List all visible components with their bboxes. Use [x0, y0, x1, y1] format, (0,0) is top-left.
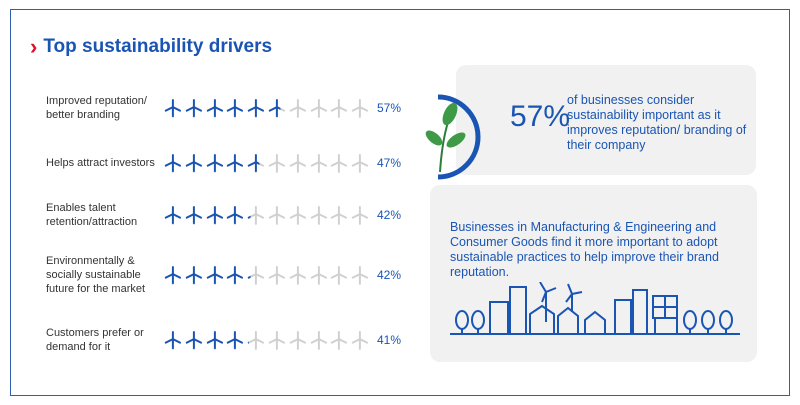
wind-turbine-icon: [227, 206, 244, 225]
chart-row: Enables talent retention/attraction 42%: [46, 193, 416, 237]
progress-arc-with-leaf-icon: [425, 94, 481, 180]
wind-turbine-icon: [247, 331, 265, 350]
wind-turbine-icon: [164, 266, 181, 285]
wind-turbine-icon: [331, 266, 348, 285]
wind-turbine-icon: [310, 206, 327, 225]
wind-turbine-icon: [164, 331, 181, 350]
wind-turbine-icon: [268, 154, 285, 173]
wind-turbine-icon: [164, 154, 181, 173]
wind-turbine-icon: [310, 99, 327, 118]
wind-turbine-icon: [268, 99, 285, 118]
category-label: Environmentally & socially sustainable f…: [46, 255, 146, 295]
highlight-text: of businesses consider sustainability im…: [567, 93, 747, 152]
wind-turbine-icon: [164, 99, 181, 118]
wind-turbine-icon: [206, 154, 223, 173]
insight-text: Businesses in Manufacturing & Engineerin…: [450, 220, 719, 279]
wind-turbine-icon: [206, 266, 223, 285]
category-label: Enables talent retention/attraction: [46, 202, 138, 228]
wind-turbine-icon: [289, 266, 306, 285]
wind-turbine-icon: [310, 266, 327, 285]
wind-turbine-icon: [289, 99, 306, 118]
highlight-value: 57%: [510, 100, 571, 133]
title-text: Top sustainability drivers: [43, 36, 273, 57]
wind-turbine-icon: [289, 206, 306, 225]
wind-turbine-icon: [185, 154, 202, 173]
page-title: › Top sustainability drivers: [30, 34, 272, 60]
category-label: Helps attract investors: [46, 157, 155, 169]
wind-turbine-icon: [289, 331, 306, 350]
wind-turbine-icon: [247, 99, 265, 118]
value-label: 57%: [377, 101, 402, 115]
wind-turbine-icon: [227, 266, 244, 285]
value-label: 41%: [377, 333, 402, 347]
wind-turbine-icon: [185, 206, 202, 225]
wind-turbine-icon: [206, 99, 223, 118]
wind-turbine-icon: [227, 154, 244, 173]
wind-turbine-icon: [268, 206, 285, 225]
chart-row: Environmentally & socially sustainable f…: [46, 253, 416, 297]
wind-turbine-icon: [268, 331, 285, 350]
wind-turbine-icon: [351, 99, 369, 118]
highlight-card: [456, 65, 756, 175]
chart-row: Improved reputation/ better branding 57%: [46, 86, 416, 130]
wind-turbine-icon: [247, 266, 265, 285]
wind-turbine-icon: [206, 331, 223, 350]
wind-turbine-icon: [331, 331, 348, 350]
wind-turbine-icon: [227, 331, 244, 350]
wind-turbine-icon: [185, 99, 202, 118]
chart-row: Customers prefer or demand for it 41%: [46, 318, 416, 362]
insight-card: [430, 185, 757, 362]
wind-turbine-icon: [227, 99, 244, 118]
wind-turbine-icon: [185, 266, 202, 285]
value-label: 42%: [377, 208, 402, 222]
wind-turbine-icon: [351, 331, 369, 350]
wind-turbine-icon: [185, 331, 202, 350]
wind-turbine-icon: [351, 154, 369, 173]
wind-turbine-icon: [247, 154, 265, 173]
wind-turbine-icon: [331, 99, 348, 118]
wind-turbine-icon: [247, 206, 265, 225]
wind-turbine-icon: [351, 206, 369, 225]
city-skyline-icon: [450, 282, 740, 335]
value-label: 42%: [377, 268, 402, 282]
wind-turbine-icon: [289, 154, 306, 173]
value-label: 47%: [377, 156, 402, 170]
wind-turbine-icon: [331, 206, 348, 225]
wind-turbine-icon: [206, 206, 223, 225]
chart-row: Helps attract investors 47%: [46, 141, 416, 185]
wind-turbine-icon: [310, 331, 327, 350]
wind-turbine-icon: [331, 154, 348, 173]
category-label: Improved reputation/ better branding: [46, 95, 147, 121]
wind-turbine-icon: [310, 154, 327, 173]
infographic-frame: [10, 9, 790, 396]
wind-turbine-icon: [164, 206, 181, 225]
wind-turbine-icon: [268, 266, 285, 285]
wind-turbine-icon: [351, 266, 369, 285]
chevron-right-icon: ›: [30, 34, 38, 59]
category-label: Customers prefer or demand for it: [46, 327, 144, 353]
